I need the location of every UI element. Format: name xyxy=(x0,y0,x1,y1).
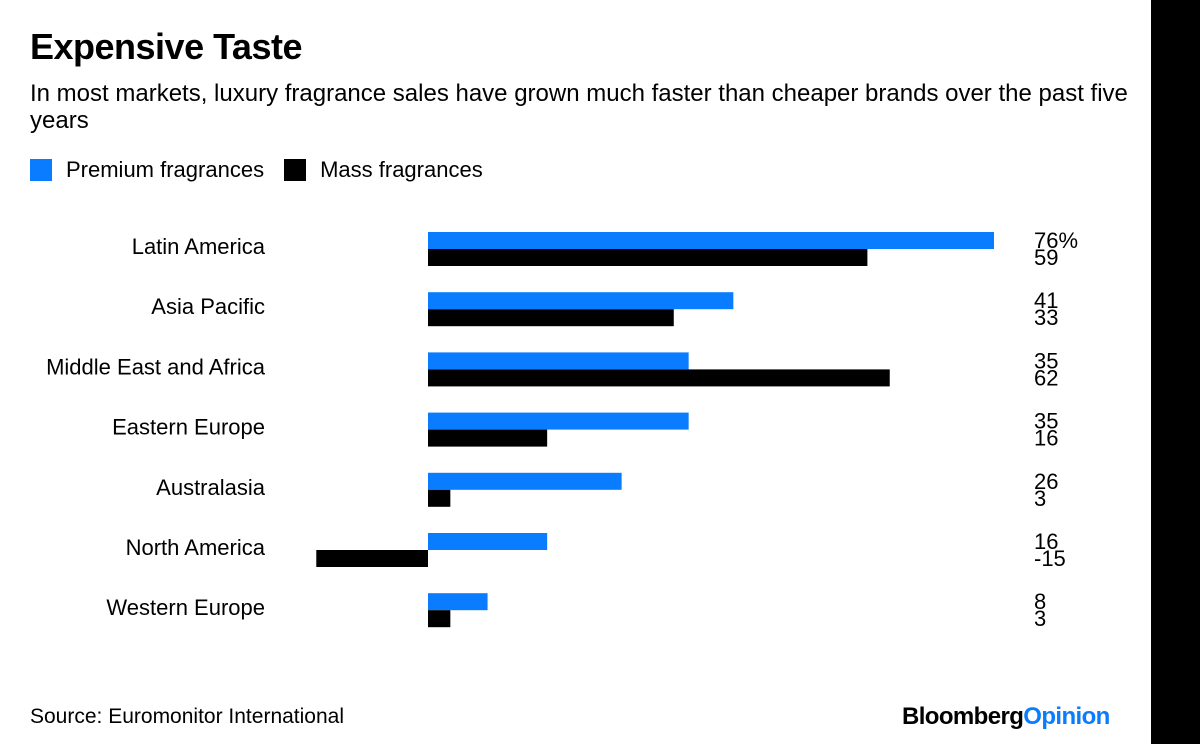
legend-label-premium: Premium fragrances xyxy=(66,157,265,182)
category-label-western-europe: Western Europe xyxy=(106,595,265,620)
value-label-mass-fragrances-australasia: 3 xyxy=(1034,486,1046,511)
value-label-mass-fragrances-asia-pacific: 33 xyxy=(1034,305,1058,330)
bar-premium-fragrances-western-europe xyxy=(428,593,488,611)
chart-title: Expensive Taste xyxy=(30,26,302,67)
legend-item-premium: Premium fragrances xyxy=(30,157,264,183)
category-label-latin-america: Latin America xyxy=(132,234,266,259)
bar-premium-fragrances-middle-east-and-africa xyxy=(428,352,689,370)
category-label-asia-pacific: Asia Pacific xyxy=(151,294,265,319)
legend-swatch-mass xyxy=(284,159,307,181)
bar-premium-fragrances-latin-america xyxy=(428,232,994,249)
bar-premium-fragrances-north-america xyxy=(428,533,548,550)
bar-premium-fragrances-asia-pacific xyxy=(428,292,734,310)
value-label-mass-fragrances-latin-america: 59 xyxy=(1034,245,1058,270)
value-label-premium-fragrances-north-america: 16 xyxy=(1034,529,1058,554)
right-edge-strip xyxy=(1151,0,1200,744)
bar-mass-fragrances-latin-america xyxy=(428,249,868,266)
legend-swatch-premium xyxy=(30,159,52,181)
value-label-premium-fragrances-middle-east-and-africa: 35 xyxy=(1034,348,1058,373)
category-label-middle-east-and-africa: Middle East and Africa xyxy=(46,354,266,379)
value-label-premium-fragrances-eastern-europe: 35 xyxy=(1034,409,1058,434)
value-label-premium-fragrances-western-europe: 8 xyxy=(1034,589,1046,614)
chart-subtitle: In most markets, luxury fragrance sales … xyxy=(30,80,1128,134)
bar-premium-fragrances-eastern-europe xyxy=(428,412,689,430)
value-label-premium-fragrances-australasia: 26 xyxy=(1034,469,1058,494)
bar-mass-fragrances-asia-pacific xyxy=(428,309,674,327)
value-label-mass-fragrances-eastern-europe: 16 xyxy=(1034,426,1058,451)
category-label-australasia: Australasia xyxy=(156,475,266,500)
legend: Premium fragrances Mass fragrances xyxy=(30,156,503,184)
bar-mass-fragrances-western-europe xyxy=(428,610,451,628)
value-label-mass-fragrances-north-america: -15 xyxy=(1034,546,1066,571)
category-label-north-america: North America xyxy=(126,535,266,560)
bar-mass-fragrances-north-america xyxy=(316,550,428,567)
bar-premium-fragrances-australasia xyxy=(428,472,622,490)
value-label-premium-fragrances-asia-pacific: 41 xyxy=(1034,288,1058,313)
value-label-premium-fragrances-latin-america: 76% xyxy=(1034,228,1078,253)
category-label-eastern-europe: Eastern Europe xyxy=(112,415,265,440)
bar-mass-fragrances-middle-east-and-africa xyxy=(428,369,890,387)
bar-mass-fragrances-australasia xyxy=(428,489,451,507)
value-label-mass-fragrances-western-europe: 3 xyxy=(1034,606,1046,631)
legend-label-mass: Mass fragrances xyxy=(320,157,483,182)
source-note: Source: Euromonitor International xyxy=(30,705,345,728)
brand-logo-accent: Opinion xyxy=(1023,703,1110,730)
brand-logo: BloombergOpinion xyxy=(902,703,1110,731)
value-label-mass-fragrances-middle-east-and-africa: 62 xyxy=(1034,365,1058,390)
bar-mass-fragrances-eastern-europe xyxy=(428,429,548,447)
legend-item-mass: Mass fragrances xyxy=(284,157,483,183)
brand-logo-main: Bloomberg xyxy=(902,703,1024,730)
